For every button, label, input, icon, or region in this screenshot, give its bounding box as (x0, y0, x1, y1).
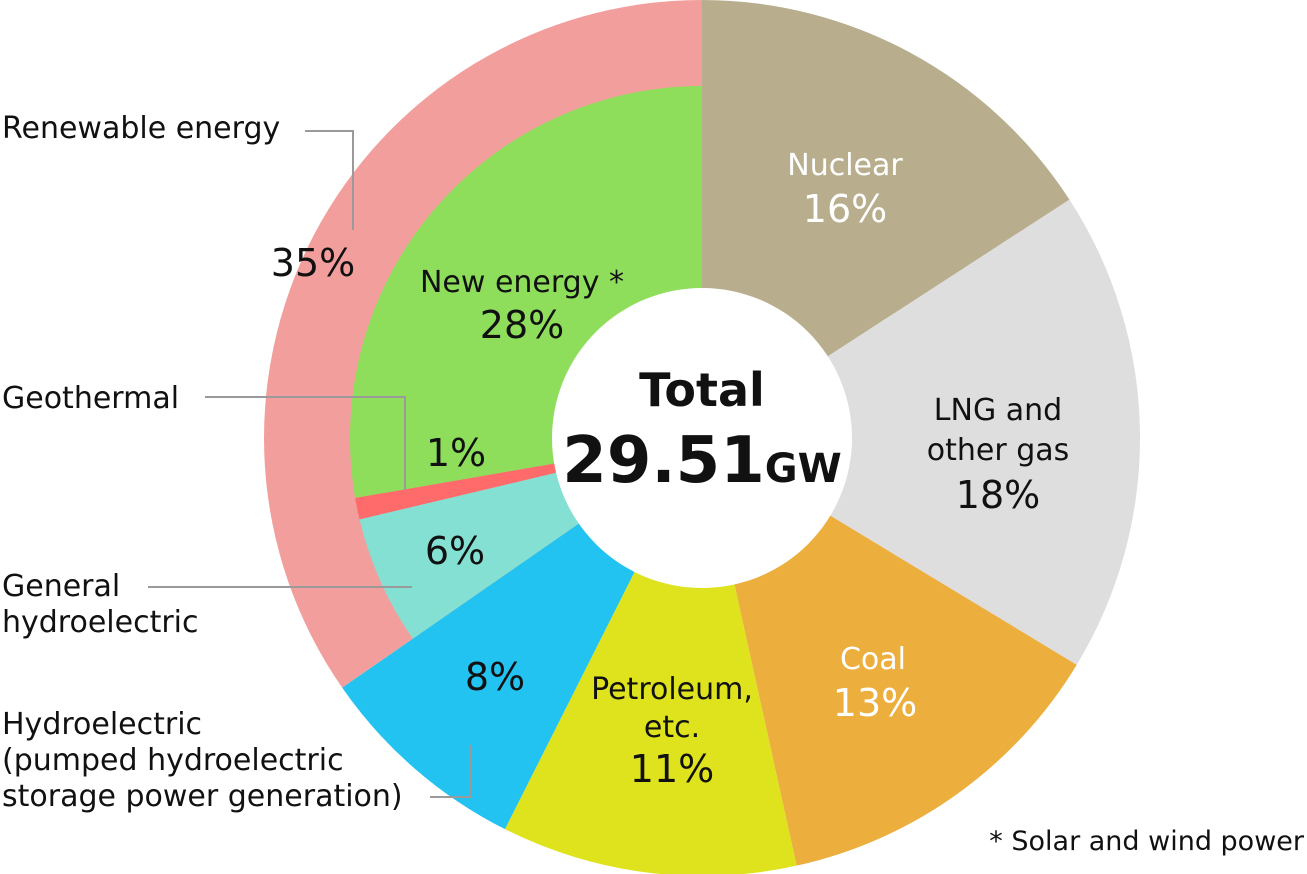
pct-lng: 18% (956, 473, 1040, 517)
pct-nuclear: 16% (803, 187, 887, 231)
pct-coal: 13% (833, 681, 917, 725)
leader-renewable (305, 130, 354, 230)
leader-geothermal (205, 396, 406, 490)
center-value-unit: GW (765, 446, 842, 492)
label-renewable: Renewable energy (2, 111, 280, 146)
label-new-energy: New energy * (420, 265, 624, 300)
label-petroleum-line1: Petroleum, (591, 672, 753, 707)
label-coal: Coal (840, 642, 906, 677)
footnote: * Solar and wind power (989, 826, 1305, 857)
pct-general-hydro: 6% (425, 529, 485, 573)
center-title: Total (639, 363, 765, 417)
label-lng-line2: other gas (927, 433, 1070, 468)
slice-lng-and-other-gas (702, 199, 1141, 665)
center-hole (552, 288, 852, 588)
center-value: 29.51GW (562, 424, 841, 498)
pct-new-energy: 28% (480, 303, 564, 347)
center-value-number: 29.51 (562, 424, 764, 498)
label-general-hydro-line2: hydroelectric (2, 605, 199, 640)
label-pumped-line3: storage power generation) (2, 779, 403, 814)
label-general-hydro-line1: General (2, 569, 120, 604)
label-petroleum-line2: etc. (644, 710, 700, 745)
pct-pumped-hydro: 8% (465, 655, 525, 699)
pct-petroleum: 11% (630, 747, 714, 791)
label-pumped-line1: Hydroelectric (2, 707, 202, 742)
label-pumped-line2: (pumped hydroelectric (2, 743, 344, 778)
label-nuclear: Nuclear (787, 148, 903, 183)
leader-pumped-hydro (430, 745, 471, 798)
pct-geothermal: 1% (426, 431, 486, 475)
label-lng-line1: LNG and (934, 393, 1062, 428)
pct-renewable: 35% (271, 241, 355, 285)
label-geothermal: Geothermal (2, 381, 179, 416)
